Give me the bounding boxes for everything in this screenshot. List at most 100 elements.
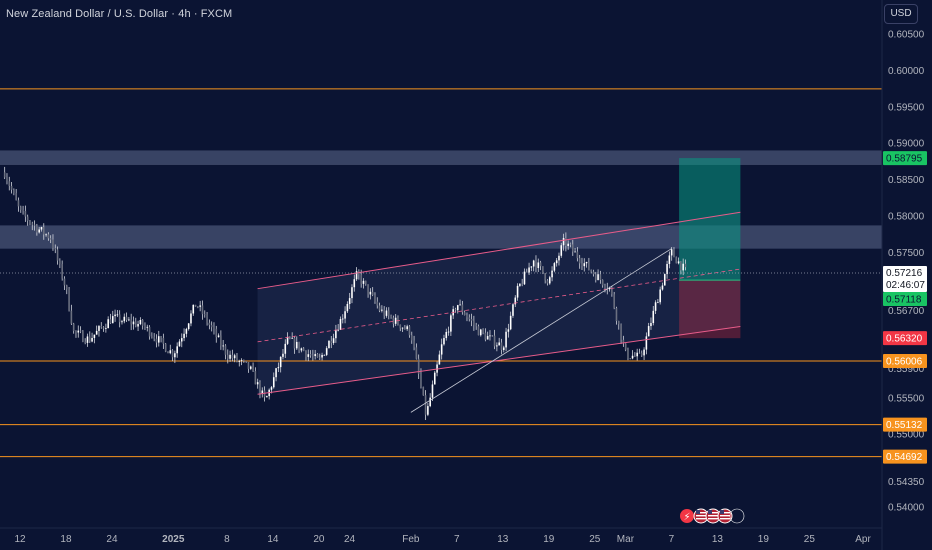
candle-body (521, 283, 523, 285)
candle-246 (569, 242, 572, 248)
candle-body (454, 309, 457, 311)
candle-body (13, 189, 15, 194)
candle-body (123, 316, 126, 322)
candle-277 (640, 350, 643, 357)
candle-33 (79, 326, 82, 334)
candle-76 (178, 339, 181, 347)
candle-body (229, 354, 231, 359)
candle-body (482, 329, 484, 333)
flag-stripe (720, 512, 730, 514)
candle-84 (197, 306, 199, 309)
time-axis[interactable]: 12 18 24 2025 8 14 20 24 Feb 7 13 19 25 Mar 7 13 19 25 Apr (14, 534, 871, 545)
candle-152 (353, 274, 356, 292)
candle-body (408, 326, 411, 336)
candle-body (385, 310, 388, 316)
event-marker-flag-icon[interactable] (705, 508, 721, 524)
price-tag-level[interactable]: 0.55132 (883, 417, 927, 432)
trend-line[interactable] (410, 248, 672, 413)
candle-107 (249, 365, 252, 371)
price-tag-level[interactable]: 0.56006 (883, 354, 927, 369)
candle-body (486, 336, 489, 340)
candle-body (657, 302, 659, 304)
price-tag-entry[interactable]: 0.57118 (883, 291, 927, 306)
price-tick-label: 0.55000 (888, 430, 925, 441)
channel-mid-line[interactable] (257, 268, 741, 343)
channel-upper-line[interactable] (257, 211, 741, 290)
candle-46 (109, 313, 112, 324)
currency-button[interactable]: USD (884, 4, 918, 24)
candle-205 (475, 322, 477, 330)
price-tag-level[interactable]: 0.54692 (883, 449, 927, 464)
candle-body (673, 249, 675, 258)
candle-body (383, 309, 385, 316)
candle-51 (121, 319, 123, 325)
price-tag-stop[interactable]: 0.56320 (883, 331, 927, 346)
candle-body (585, 262, 588, 264)
event-marker-flash-icon[interactable] (680, 509, 694, 523)
candle-271 (627, 347, 629, 361)
symbol-title[interactable]: New Zealand Dollar / U.S. Dollar · 4h · … (6, 8, 233, 20)
candle-body (397, 317, 399, 325)
candle-body (431, 384, 434, 398)
candle-body (562, 237, 565, 246)
candle-114 (266, 395, 268, 398)
candle-165 (383, 306, 385, 320)
candle-25 (61, 260, 63, 281)
event-marker-flag-icon[interactable] (717, 508, 733, 524)
candle-43 (102, 326, 105, 332)
candle-body (661, 285, 664, 290)
loss-zone[interactable] (679, 280, 741, 339)
profit-zone[interactable] (679, 158, 741, 281)
candle-body (348, 298, 351, 304)
candle-215 (498, 337, 500, 346)
candle-body (378, 305, 381, 311)
event-marker-flag-icon[interactable] (693, 508, 709, 524)
candle-176 (408, 325, 411, 338)
flag-stripe (696, 515, 706, 517)
candle-267 (617, 320, 620, 330)
price-axis[interactable]: 0.60500 0.60000 0.59500 0.59000 0.58500 0.580… (888, 30, 925, 514)
price-tag-target[interactable]: 0.58795 (883, 151, 927, 166)
supply-zone-1[interactable] (0, 150, 882, 165)
candle-body (514, 297, 517, 305)
candle-body (6, 177, 8, 182)
candle-body (560, 245, 563, 256)
candle-body (134, 321, 137, 327)
candle-131 (305, 350, 307, 361)
candle-20 (49, 235, 52, 244)
candle-232 (537, 258, 540, 273)
candle-27 (65, 284, 68, 295)
candle-body (440, 344, 443, 355)
candle-body (272, 377, 275, 388)
price-tag-bg (883, 265, 927, 292)
candle-body (666, 263, 668, 275)
candle-body (233, 355, 236, 359)
candle-213 (493, 329, 496, 350)
candle-111 (259, 380, 261, 399)
candle-211 (489, 330, 491, 341)
time-tick-label: 13 (712, 534, 724, 545)
candle-body (125, 316, 128, 321)
candle-body (475, 325, 477, 327)
candle-226 (523, 268, 526, 285)
candle-body (551, 270, 553, 278)
candle-body (22, 209, 24, 211)
candle-7 (19, 205, 22, 213)
candle-2 (8, 176, 11, 191)
candle-279 (645, 332, 648, 355)
candle-39 (93, 334, 96, 344)
candle-258 (597, 269, 599, 281)
candle-body (473, 320, 475, 326)
candle-287 (663, 273, 666, 286)
candle-body (56, 249, 59, 261)
candle-149 (346, 301, 349, 313)
candle-221 (512, 303, 514, 318)
channel-lower-line[interactable] (257, 326, 741, 395)
candle-body (111, 316, 114, 324)
candle-body (302, 348, 305, 351)
supply-zone-2[interactable] (0, 225, 882, 249)
candle-body (390, 315, 392, 318)
